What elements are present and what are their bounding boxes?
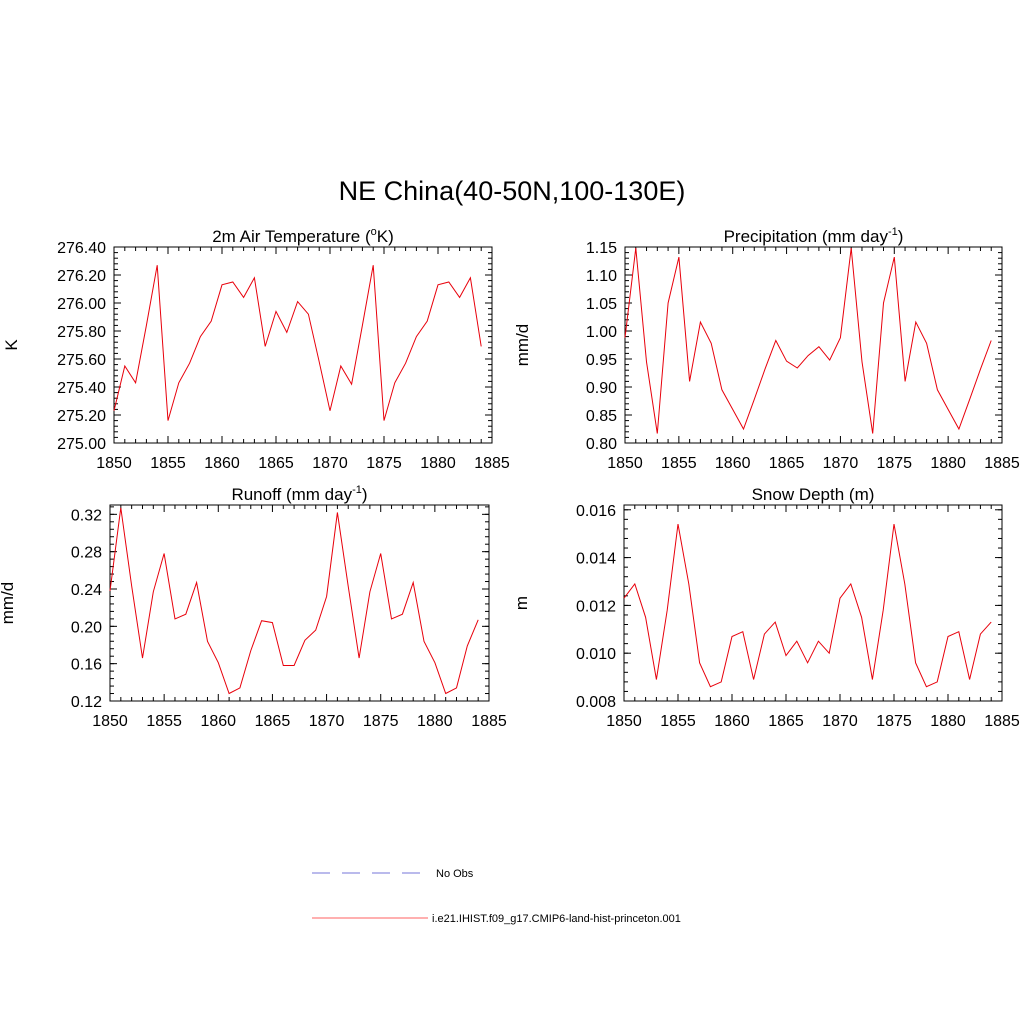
- y-tick-label: 0.010: [576, 646, 616, 663]
- x-tick-label: 1880: [420, 455, 456, 472]
- y-tick-label: 0.012: [576, 598, 616, 615]
- y-tick-label: 275.00: [57, 436, 106, 453]
- x-tick-label: 1860: [200, 713, 236, 730]
- x-tick-label: 1885: [984, 713, 1020, 730]
- x-tick-label: 1850: [92, 713, 128, 730]
- panel-title: 2m Air Temperature (oK): [212, 226, 394, 246]
- series-line: [623, 524, 992, 688]
- y-tick-label: 0.85: [586, 408, 617, 425]
- panel-runoff: 1850 1855 1860 1865 1870 1875 1880 1885 0.12 0.16…: [0, 484, 507, 730]
- x-tick-label: 1855: [661, 455, 697, 472]
- x-tick-label: 1885: [474, 455, 510, 472]
- x-tick-label: 1880: [930, 455, 966, 472]
- y-tick-label: 0.20: [71, 619, 102, 636]
- y-tick-label: 0.014: [576, 551, 616, 568]
- y-tick-label: 1.10: [586, 268, 617, 285]
- x-tick-label: 1875: [876, 713, 912, 730]
- y-tick-label: 0.24: [71, 582, 102, 599]
- y-axis-label: mm/d: [513, 324, 532, 367]
- x-tick-label: 1850: [606, 713, 642, 730]
- series-line: [109, 507, 479, 695]
- plot-frame: [113, 246, 493, 444]
- x-tick-label: 1870: [309, 713, 345, 730]
- plot-frame: [623, 504, 1003, 702]
- x-tick-label: 1865: [255, 713, 291, 730]
- x-tick-label: 1880: [417, 713, 453, 730]
- panel-snow-depth: 1850 1855 1860 1865 1870 1875 1880 1885 0.008 0.0…: [512, 485, 1020, 730]
- x-tick-label: 1860: [715, 455, 751, 472]
- y-axis-label: mm/d: [0, 582, 17, 625]
- y-tick-label: 276.00: [57, 296, 106, 313]
- x-tick-label: 1860: [204, 455, 240, 472]
- x-tick-label: 1875: [366, 455, 402, 472]
- y-tick-label: 275.60: [57, 352, 106, 369]
- plot-frame: [624, 246, 1003, 444]
- y-tick-label: 276.40: [57, 240, 106, 257]
- x-tick-label: 1855: [146, 713, 182, 730]
- x-tick-label: 1865: [258, 455, 294, 472]
- panel-title: Runoff (mm day-1): [231, 484, 367, 504]
- y-tick-label: 275.80: [57, 324, 106, 341]
- legend-label: No Obs: [436, 868, 474, 880]
- page-title: NE China(40-50N,100-130E): [338, 176, 686, 206]
- x-tick-label: 1885: [984, 455, 1020, 472]
- y-tick-label: 0.80: [586, 436, 617, 453]
- y-tick-label: 276.20: [57, 268, 106, 285]
- plot-frame: [109, 504, 490, 702]
- y-tick-label: 275.40: [57, 380, 106, 397]
- x-tick-label: 1865: [769, 455, 805, 472]
- x-tick-label: 1870: [823, 455, 859, 472]
- legend-label: i.e21.IHIST.f09_g17.CMIP6-land-hist-prin…: [432, 913, 681, 925]
- x-tick-label: 1855: [660, 713, 696, 730]
- x-tick-label: 1875: [363, 713, 399, 730]
- y-tick-label: 0.95: [586, 352, 617, 369]
- panel-air-temperature: 1850 1855 1860 1865 1870 1875 1880 1885 275.00 27…: [2, 226, 510, 472]
- panel-title: Snow Depth (m): [752, 485, 875, 504]
- x-tick-label: 1865: [768, 713, 804, 730]
- y-tick-label: 0.32: [71, 507, 102, 524]
- x-tick-label: 1850: [96, 455, 132, 472]
- y-tick-label: 0.008: [576, 694, 616, 711]
- panel-title: Precipitation (mm day-1): [724, 226, 904, 246]
- y-tick-label: 0.12: [71, 694, 102, 711]
- y-tick-label: 1.05: [586, 296, 617, 313]
- x-tick-label: 1885: [471, 713, 507, 730]
- y-tick-label: 1.15: [586, 240, 617, 257]
- series-line: [624, 248, 992, 434]
- y-tick-label: 0.16: [71, 657, 102, 674]
- x-tick-label: 1870: [312, 455, 348, 472]
- y-tick-label: 0.016: [576, 503, 616, 520]
- y-axis-label: K: [2, 339, 21, 351]
- series-line: [113, 265, 482, 421]
- y-tick-label: 275.20: [57, 408, 106, 425]
- x-tick-label: 1870: [822, 713, 858, 730]
- y-axis-label: m: [512, 596, 531, 610]
- x-tick-label: 1875: [876, 455, 912, 472]
- x-tick-label: 1850: [607, 455, 643, 472]
- y-tick-label: 1.00: [586, 324, 617, 341]
- x-tick-label: 1880: [930, 713, 966, 730]
- y-tick-label: 0.28: [71, 545, 102, 562]
- x-tick-label: 1860: [714, 713, 750, 730]
- x-tick-label: 1855: [150, 455, 186, 472]
- y-tick-label: 0.90: [586, 380, 617, 397]
- panel-precipitation: 1850 1855 1860 1865 1870 1875 1880 1885 0.80 0.85…: [513, 226, 1020, 472]
- legend: No Obs i.e21.IHIST.f09_g17.CMIP6-land-his…: [312, 868, 681, 925]
